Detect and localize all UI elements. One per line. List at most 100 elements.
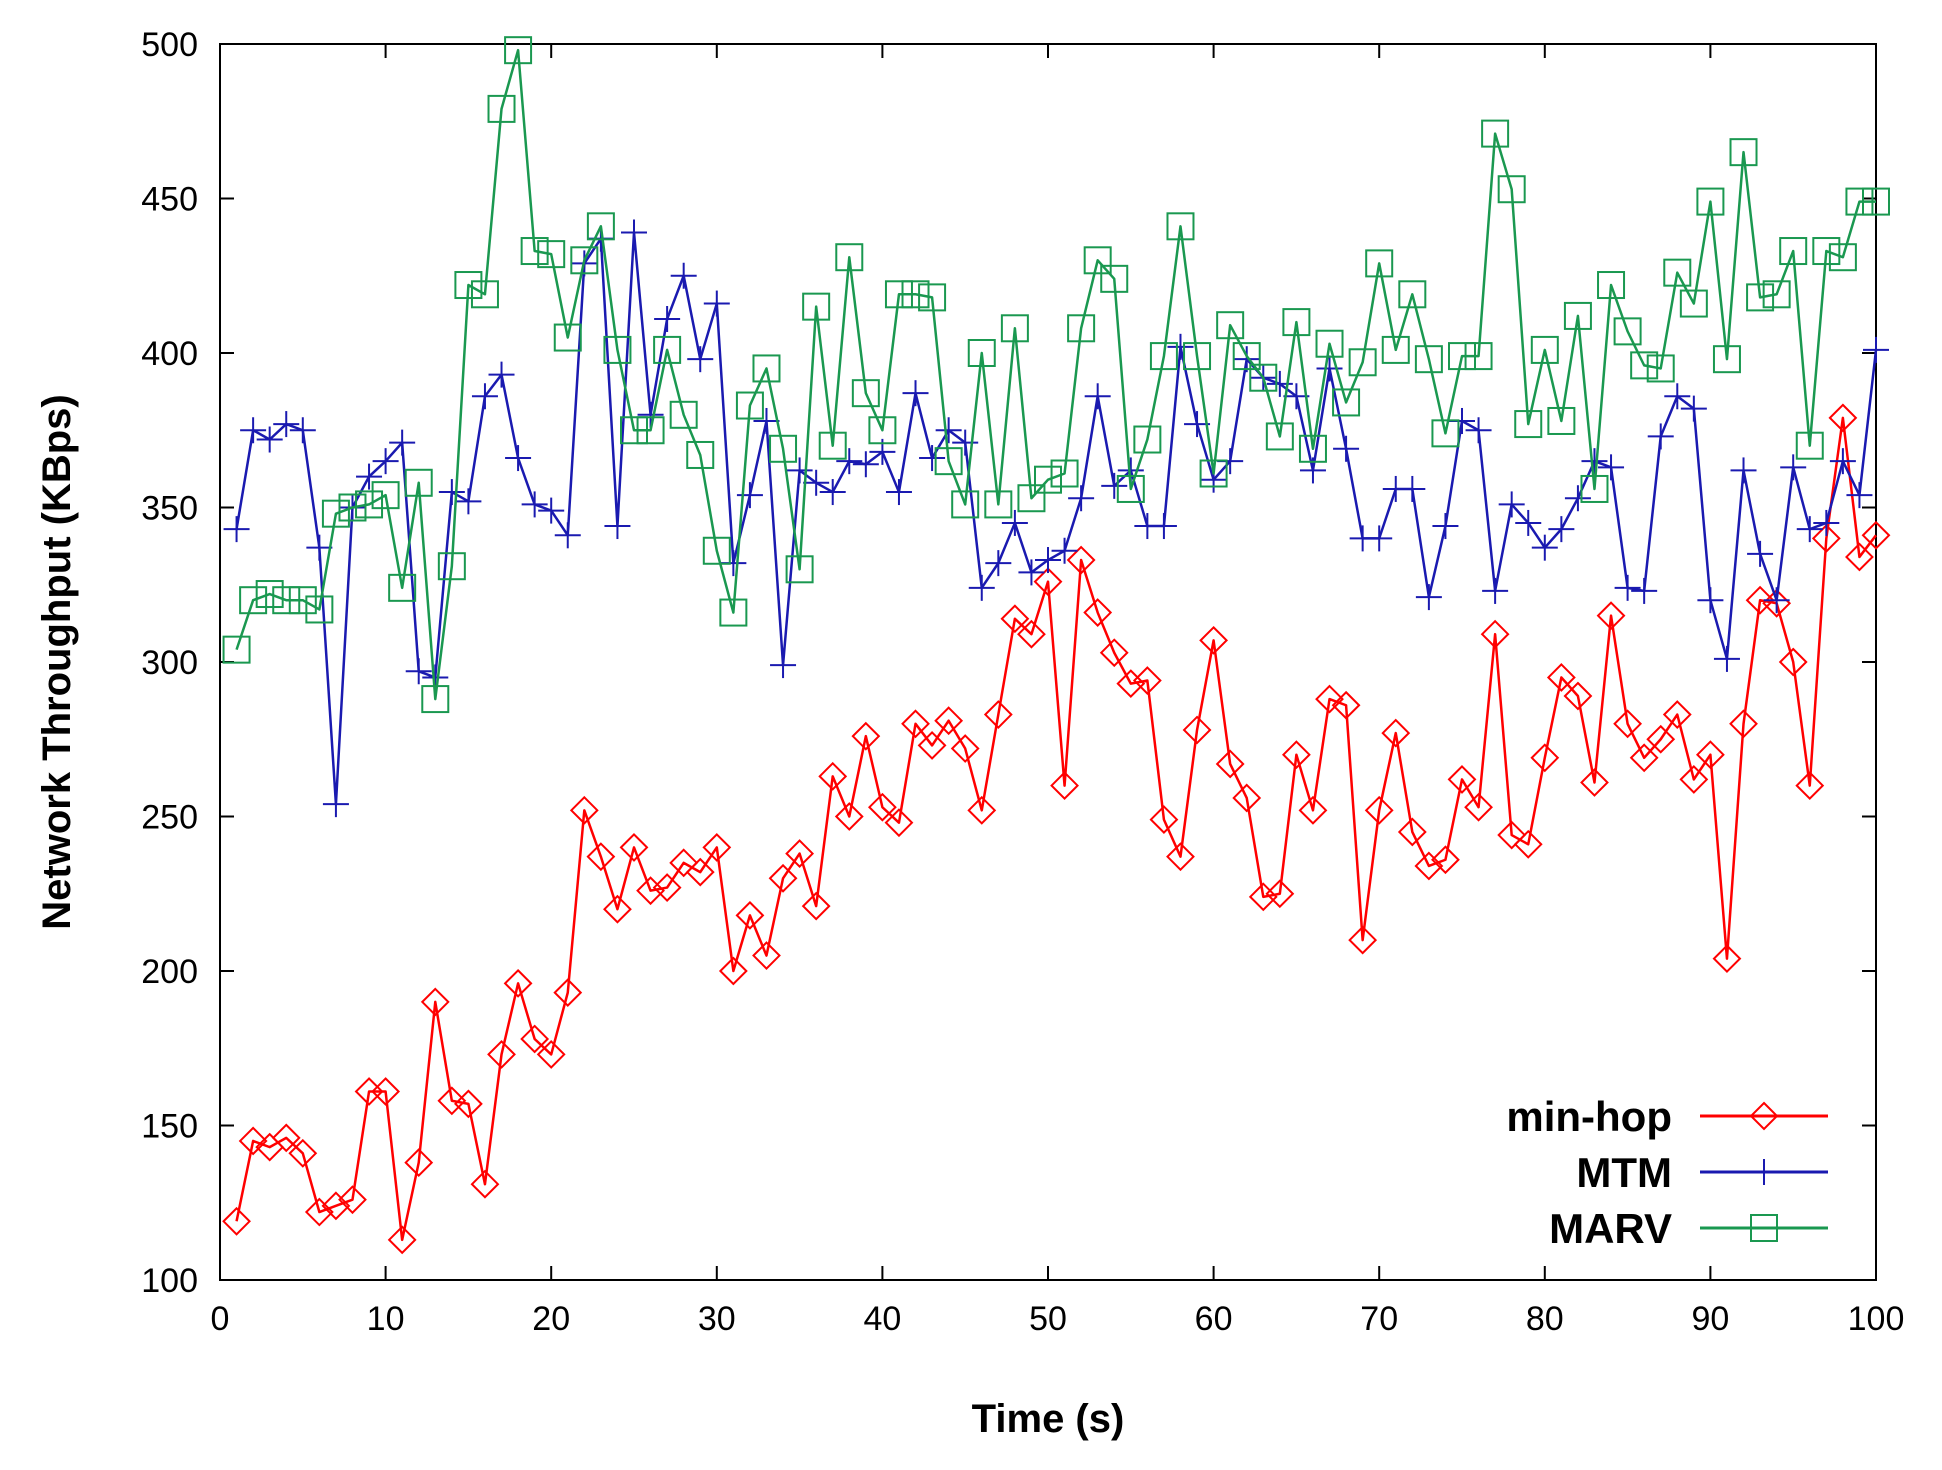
data-point-mtm: [1167, 333, 1194, 360]
x-tick-label: 80: [1526, 1300, 1564, 1338]
data-point-mtm: [1035, 547, 1061, 574]
data-point-marv: [1332, 388, 1361, 417]
y-tick-label: 250: [141, 799, 198, 837]
data-point-marv: [702, 536, 731, 565]
data-point-min-hop: [901, 709, 930, 739]
data-point-mtm: [1780, 454, 1807, 481]
data-point-min-hop: [1348, 925, 1378, 955]
data-point-min-hop: [735, 900, 765, 930]
data-point-mtm: [1150, 513, 1177, 540]
data-point-marv: [1298, 434, 1327, 463]
legend-item-marv: MARV: [1549, 1205, 1828, 1252]
x-tick-label: 20: [532, 1300, 570, 1338]
data-point-min-hop: [288, 1138, 318, 1168]
data-point-marv: [570, 246, 599, 275]
legend-item-mtm: MTM: [1576, 1149, 1828, 1196]
data-point-marv: [1448, 342, 1476, 371]
data-point-marv: [1828, 243, 1857, 272]
data-point-marv: [1613, 317, 1642, 346]
data-point-marv: [1017, 484, 1046, 513]
y-tick-label: 300: [141, 644, 198, 682]
data-point-marv: [1216, 311, 1245, 340]
data-point-mtm: [1068, 485, 1095, 512]
data-point-marv: [1696, 187, 1725, 216]
data-point-min-hop: [371, 1077, 401, 1106]
data-point-marv: [1795, 431, 1824, 460]
y-tick-label: 150: [141, 1108, 198, 1146]
data-point-mtm: [935, 417, 962, 444]
data-point-marv: [1679, 289, 1708, 318]
data-point-min-hop: [487, 1040, 516, 1069]
data-point-min-hop: [851, 721, 881, 751]
x-tick-label: 50: [1029, 1300, 1067, 1338]
data-point-marv: [239, 586, 268, 615]
data-point-marv: [321, 499, 350, 528]
data-point-min-hop: [702, 832, 732, 862]
data-point-min-hop: [271, 1123, 301, 1153]
data-point-min-hop: [520, 1024, 550, 1054]
data-point-marv: [802, 292, 831, 321]
data-point-min-hop: [1828, 403, 1858, 433]
data-point-mtm: [1531, 534, 1558, 561]
data-point-min-hop: [1298, 795, 1328, 825]
data-point-mtm: [1631, 577, 1658, 604]
data-point-min-hop: [1778, 647, 1808, 677]
data-point-mtm: [1747, 540, 1774, 567]
data-point-marv: [437, 552, 466, 581]
data-point-marv: [487, 94, 516, 123]
data-point-mtm: [471, 383, 498, 410]
data-point-mtm: [1366, 525, 1393, 552]
data-point-min-hop: [1762, 588, 1792, 618]
data-point-marv: [1315, 329, 1344, 358]
data-point-mtm: [621, 219, 647, 246]
series-line-marv: [235, 48, 1876, 701]
data-point-marv: [586, 212, 615, 241]
data-point-marv: [1149, 342, 1178, 371]
data-point-mtm: [604, 513, 631, 540]
data-point-mtm: [1680, 395, 1707, 422]
data-point-marv: [735, 391, 764, 420]
data-point-marv: [222, 635, 251, 664]
data-point-min-hop: [934, 706, 964, 736]
data-point-min-hop: [1613, 709, 1643, 739]
data-point-mtm: [455, 488, 482, 515]
data-point-marv: [388, 573, 417, 602]
data-point-mtm: [372, 448, 399, 475]
data-point-mtm: [1515, 509, 1542, 536]
data-point-mtm: [1001, 509, 1028, 536]
data-point-min-hop: [1414, 851, 1444, 881]
data-point-mtm: [770, 652, 797, 679]
data-point-mtm: [968, 574, 995, 601]
data-point-mtm: [1399, 475, 1426, 502]
data-point-mtm: [1482, 577, 1509, 604]
data-point-mtm: [488, 361, 515, 388]
data-point-mtm: [306, 534, 333, 561]
data-point-marv: [785, 555, 814, 584]
data-point-mtm: [1598, 454, 1625, 481]
data-point-min-hop: [1331, 690, 1361, 720]
data-point-mtm: [753, 407, 780, 434]
data-point-marv: [1398, 280, 1427, 309]
data-point-marv: [1282, 308, 1311, 337]
data-point-min-hop: [1646, 724, 1676, 754]
data-point-min-hop: [917, 731, 947, 760]
legend-label: min-hop: [1506, 1093, 1672, 1140]
data-point-mtm: [1498, 491, 1525, 518]
legend-swatch-marker: [1749, 1101, 1779, 1131]
data-point-min-hop: [1431, 845, 1460, 875]
data-point-marv: [620, 416, 648, 445]
data-point-marv: [1862, 187, 1890, 216]
data-point-min-hop: [1480, 619, 1510, 649]
x-tick-label: 0: [211, 1300, 230, 1338]
data-point-min-hop: [1563, 681, 1593, 711]
data-point-marv: [835, 243, 864, 272]
data-point-mtm: [1415, 584, 1442, 611]
data-point-marv: [1249, 363, 1278, 392]
axis-ticks: 0 10 20 30 40 50 60 70 80 90 100 100 150 200 250 300 350…: [141, 26, 1904, 1338]
data-point-min-hop: [1679, 765, 1709, 794]
data-point-min-hop: [304, 1197, 334, 1227]
data-point-marv: [636, 416, 665, 445]
data-point-mtm: [1730, 457, 1757, 484]
series-min-hop: [222, 403, 1891, 1255]
